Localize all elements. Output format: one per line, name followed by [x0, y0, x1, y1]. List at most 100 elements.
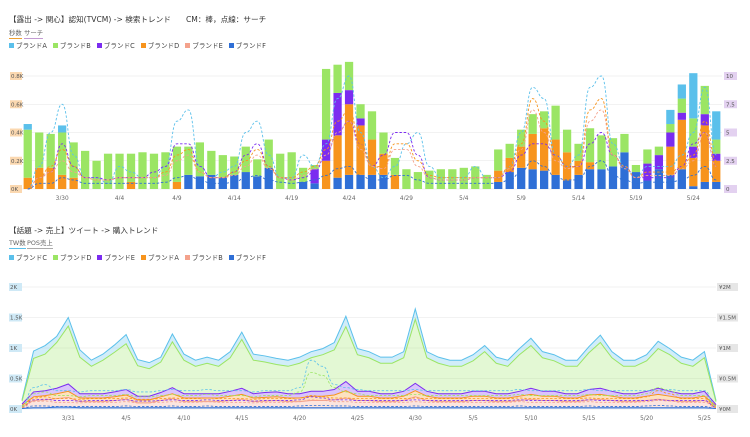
x-tick-label: 4/15 [235, 416, 248, 422]
bar-segment [574, 160, 583, 175]
bar-segment [643, 180, 652, 189]
y-left-tick-label: 0.8K [11, 74, 24, 80]
bar-segment [379, 174, 388, 189]
bar-segment [218, 155, 227, 178]
chart2-legend-item[interactable]: ブランドD [52, 252, 92, 262]
bar-segment [149, 153, 159, 189]
y-tick-bg [10, 72, 22, 80]
legend-label: ブランドC [16, 254, 47, 262]
y-right-tick-label: ¥0M [719, 407, 731, 413]
chart1-legend-item[interactable]: ブランドA [9, 40, 47, 50]
area-fill [22, 308, 716, 402]
bar-segment [287, 152, 296, 189]
pos-line [21, 371, 717, 407]
chart2-legend-item[interactable]: ブランドE [97, 252, 135, 262]
chart1-title: 【露出 -> 関心】認知(TVCM) -> 検索トレンド CM：棒，点線：サーチ [9, 15, 267, 24]
bar-segment [69, 177, 78, 189]
x-tick-label: 5/24 [687, 196, 700, 200]
bar-segment [666, 146, 675, 175]
chart2-title: 【話題 -> 売上】ツイート -> 購入トレンド [9, 226, 159, 235]
bar-segment [195, 142, 204, 177]
bar-segment [712, 181, 721, 189]
bar-segment [46, 133, 55, 168]
tab-seconds[interactable]: 秒数 [9, 29, 22, 39]
tab-pos-sales[interactable]: POS売上 [27, 239, 53, 249]
y-right-tick-label: 7.5 [726, 102, 735, 108]
bar-segment [92, 160, 101, 189]
chart1-legend-item[interactable]: ブランドB [52, 40, 91, 50]
x-tick-label: 4/24 [343, 196, 356, 200]
bar-segment [505, 157, 514, 173]
pos-line [21, 396, 717, 408]
legend-swatch [9, 254, 14, 260]
bar-segment [379, 132, 388, 154]
bar-segment [310, 164, 319, 170]
bar-segment [344, 90, 354, 105]
y-right-tick-label: 0 [726, 187, 730, 193]
bar-segment [35, 132, 44, 168]
legend-swatch [96, 42, 102, 48]
bar-segment [666, 174, 675, 189]
bar-segment [80, 150, 90, 189]
legend-swatch [97, 254, 103, 260]
y-left-tick-label: 2K [10, 285, 17, 291]
x-tick-label: 4/9 [172, 196, 182, 200]
bar-segment [58, 125, 67, 133]
bar-segment [608, 138, 618, 167]
chart2-legend-item[interactable]: ブランドA [140, 252, 179, 262]
legend-label: ブランドB [59, 42, 91, 50]
bar-segment [241, 172, 250, 189]
bar-segment [23, 129, 32, 178]
bar-segment [58, 174, 67, 189]
y-right-tick-label: ¥2M [719, 285, 731, 291]
bar-segment [448, 169, 457, 189]
bar-segment [195, 176, 204, 189]
bar-segment [379, 153, 388, 175]
bar-segment [333, 177, 342, 189]
bar-segment [643, 149, 652, 164]
x-tick-label: 5/4 [459, 196, 469, 200]
pos-line [21, 399, 717, 409]
chart1-legend-item[interactable]: ブランドD [140, 40, 180, 50]
bar-segment [253, 159, 262, 177]
bar-segment [299, 167, 308, 182]
legend-label: ブランドD [147, 42, 180, 50]
legend-label: ブランドF [235, 254, 266, 262]
y-tick-bg [10, 156, 22, 165]
bar-segment [631, 164, 641, 173]
bar-segment [666, 132, 675, 147]
tab-search[interactable]: サーチ [24, 29, 44, 39]
bar-segment [333, 64, 342, 93]
x-tick-label: 5/20 [640, 416, 653, 422]
bar-segment [356, 104, 365, 119]
chart2-legend-item[interactable]: ブランドB [184, 252, 223, 262]
chart2-legend-item[interactable]: ブランドF [228, 252, 266, 262]
chart1-legend-item[interactable]: ブランドF [228, 40, 266, 50]
area-line [21, 390, 717, 407]
area-line [21, 380, 717, 406]
bar-segment [712, 153, 721, 161]
bar-segment [58, 132, 67, 175]
bar-segment [356, 118, 365, 126]
y-tick-bg [10, 128, 22, 137]
y-tick-bg [724, 128, 737, 137]
chart1-legend-item[interactable]: ブランドC [96, 40, 135, 50]
chart2-legend-item[interactable]: ブランドC [9, 252, 47, 262]
bar-segment [712, 111, 721, 140]
legend-label: ブランドB [191, 254, 223, 262]
legend-label: ブランドD [59, 254, 92, 262]
tab-tweets[interactable]: TW数 [9, 239, 26, 249]
bar-segment [207, 150, 216, 175]
x-tick-label: 5/14 [572, 196, 585, 200]
area-fill [22, 381, 716, 406]
bar-segment [654, 155, 664, 170]
bar-segment [264, 167, 273, 189]
bar-segment [207, 174, 216, 189]
bar-segment [276, 153, 285, 189]
bar-segment [46, 167, 55, 189]
y-right-tick-label: ¥0.5M [719, 377, 736, 383]
x-tick-label: 5/10 [524, 416, 537, 422]
bar-segment [677, 84, 686, 99]
chart1-legend-item[interactable]: ブランドE [185, 40, 223, 50]
